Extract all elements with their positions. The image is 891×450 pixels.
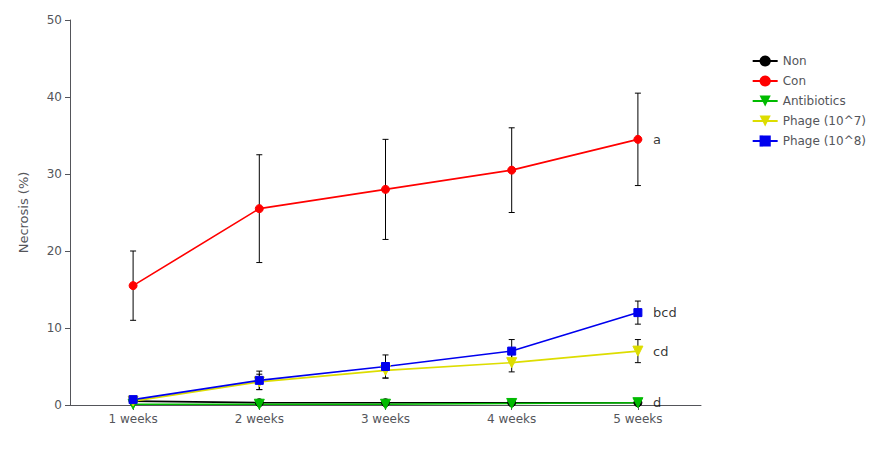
svg-text:a: a — [653, 132, 661, 147]
svg-text:Non: Non — [783, 54, 807, 68]
svg-text:30: 30 — [47, 167, 62, 181]
svg-text:Necrosis (%): Necrosis (%) — [16, 172, 31, 254]
svg-text:5 weeks: 5 weeks — [613, 412, 662, 426]
svg-text:20: 20 — [47, 244, 62, 258]
svg-text:50: 50 — [47, 13, 62, 27]
svg-text:0: 0 — [54, 398, 62, 412]
svg-text:Antibiotics: Antibiotics — [783, 94, 846, 108]
svg-text:d: d — [653, 395, 661, 410]
svg-text:40: 40 — [47, 90, 62, 104]
svg-text:2 weeks: 2 weeks — [235, 412, 284, 426]
svg-text:bcd: bcd — [653, 305, 677, 320]
svg-text:cd: cd — [653, 344, 668, 359]
svg-text:10: 10 — [47, 321, 62, 335]
svg-text:Con: Con — [783, 74, 806, 88]
svg-text:4 weeks: 4 weeks — [487, 412, 536, 426]
svg-text:Phage (10^8): Phage (10^8) — [783, 134, 866, 148]
svg-text:1 weeks: 1 weeks — [108, 412, 157, 426]
svg-text:3 weeks: 3 weeks — [361, 412, 410, 426]
svg-text:Phage (10^7): Phage (10^7) — [783, 114, 866, 128]
